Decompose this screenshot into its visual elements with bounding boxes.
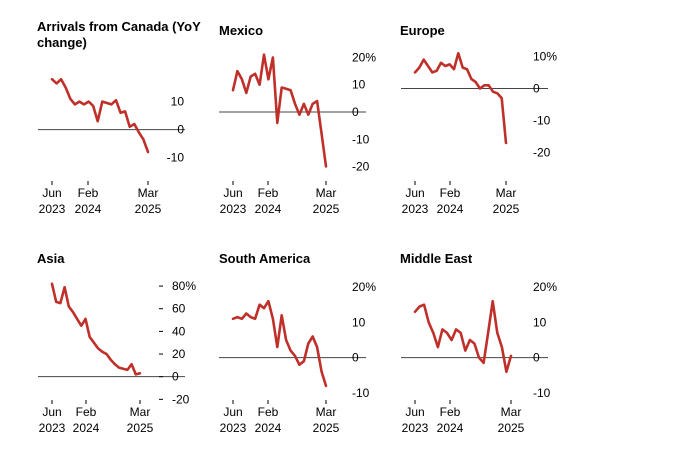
x-tick-label: 2024 xyxy=(73,421,100,435)
x-tick-label: 2023 xyxy=(220,421,247,435)
y-tick-label: -20 xyxy=(172,392,190,406)
chart-title-line: Middle East xyxy=(400,251,473,266)
chart-title-line: South America xyxy=(219,251,311,266)
series-line xyxy=(231,299,328,388)
chart-panel-4: Asia 80% 60 40 20 0 -20 Jun 2023 Feb 2024 Mar 2025 xyxy=(37,251,196,435)
y-tick-label: 60 xyxy=(172,302,186,316)
x-tick-label: 2025 xyxy=(313,421,340,435)
y-tick-label: -10 xyxy=(352,386,370,400)
x-tick-label: 2024 xyxy=(255,421,282,435)
x-tick-label: Jun xyxy=(42,186,61,200)
x-tick-label: 2023 xyxy=(402,421,429,435)
x-tick-label: 2023 xyxy=(39,202,66,216)
x-tick-label: Jun xyxy=(42,405,61,419)
series-line xyxy=(231,53,328,168)
chart-panel-2: Mexico 20% 10 0 -10 -20 Jun 2023 Feb 2024 Mar 2025 xyxy=(219,23,376,216)
x-tick-label: Feb xyxy=(440,186,461,200)
x-tick-label: Mar xyxy=(316,405,337,419)
y-tick-label: 10 xyxy=(352,315,366,329)
chart-title-line: change) xyxy=(37,35,87,50)
x-tick-label: Mar xyxy=(501,405,522,419)
x-tick-label: 2023 xyxy=(39,421,66,435)
x-tick-label: 2024 xyxy=(437,421,464,435)
chart-panel-3: Europe 10% 0 -10 -20 Jun 2023 Feb 2024 Mar 2025 xyxy=(400,23,557,216)
y-tick-label: 80% xyxy=(172,279,196,293)
y-tick-label: -10 xyxy=(533,386,551,400)
x-tick-label: Mar xyxy=(130,405,151,419)
series-line xyxy=(50,282,142,376)
x-tick-label: Feb xyxy=(440,405,461,419)
x-tick-label: 2025 xyxy=(498,421,525,435)
y-tick-label: 10 xyxy=(533,315,547,329)
y-tick-label: 10 xyxy=(171,95,185,109)
y-tick-label: 0 xyxy=(172,370,179,384)
y-tick-label: 0 xyxy=(533,81,540,95)
y-tick-label: -10 xyxy=(352,132,370,146)
y-tick-label: 0 xyxy=(352,105,359,119)
x-tick-label: 2024 xyxy=(437,202,464,216)
x-tick-label: 2023 xyxy=(220,202,247,216)
y-tick-label: 10% xyxy=(533,49,557,63)
chart-panel-5: South America 20% 10 0 -10 Jun 2023 Feb 2024 Mar 2… xyxy=(219,251,376,435)
x-tick-label: Feb xyxy=(76,405,97,419)
x-tick-label: Mar xyxy=(138,186,159,200)
x-tick-label: 2025 xyxy=(135,202,162,216)
chart-panel-6: Middle East 20% 10 0 -10 Jun 2023 Feb 2024 Mar 202… xyxy=(400,251,557,435)
y-tick-label: 20 xyxy=(172,347,186,361)
x-tick-label: Jun xyxy=(223,186,242,200)
chart-title-line: Asia xyxy=(37,251,65,266)
series-line xyxy=(413,299,513,374)
y-tick-label: 20% xyxy=(352,50,376,64)
y-tick-label: 20% xyxy=(352,280,376,294)
x-tick-label: Jun xyxy=(223,405,242,419)
x-tick-label: 2025 xyxy=(127,421,154,435)
chart-title-line: Europe xyxy=(400,23,445,38)
x-tick-label: Feb xyxy=(258,186,279,200)
y-tick-label: -20 xyxy=(352,160,370,174)
series-line xyxy=(413,51,508,145)
y-tick-label: 0 xyxy=(177,123,184,137)
x-tick-label: 2025 xyxy=(313,202,340,216)
x-tick-label: Mar xyxy=(316,186,337,200)
y-tick-label: 10 xyxy=(352,78,366,92)
chart-title-line: Arrivals from Canada (YoY xyxy=(37,19,201,34)
y-tick-label: 20% xyxy=(533,280,557,294)
chart-title-line: Mexico xyxy=(219,23,263,38)
x-tick-label: 2023 xyxy=(402,202,429,216)
x-tick-label: 2025 xyxy=(493,202,520,216)
series-line xyxy=(50,77,150,154)
y-tick-label: -20 xyxy=(533,146,551,160)
x-tick-label: Jun xyxy=(405,186,424,200)
x-tick-label: Mar xyxy=(496,186,517,200)
x-tick-label: Jun xyxy=(405,405,424,419)
x-tick-label: Feb xyxy=(258,405,279,419)
y-tick-label: 40 xyxy=(172,324,186,338)
y-tick-label: -10 xyxy=(533,114,551,128)
x-tick-label: 2024 xyxy=(255,202,282,216)
x-tick-label: 2024 xyxy=(75,202,102,216)
x-tick-label: Feb xyxy=(78,186,99,200)
y-tick-label: 0 xyxy=(533,351,540,365)
y-tick-label: 0 xyxy=(352,351,359,365)
y-tick-label: -10 xyxy=(167,151,185,165)
